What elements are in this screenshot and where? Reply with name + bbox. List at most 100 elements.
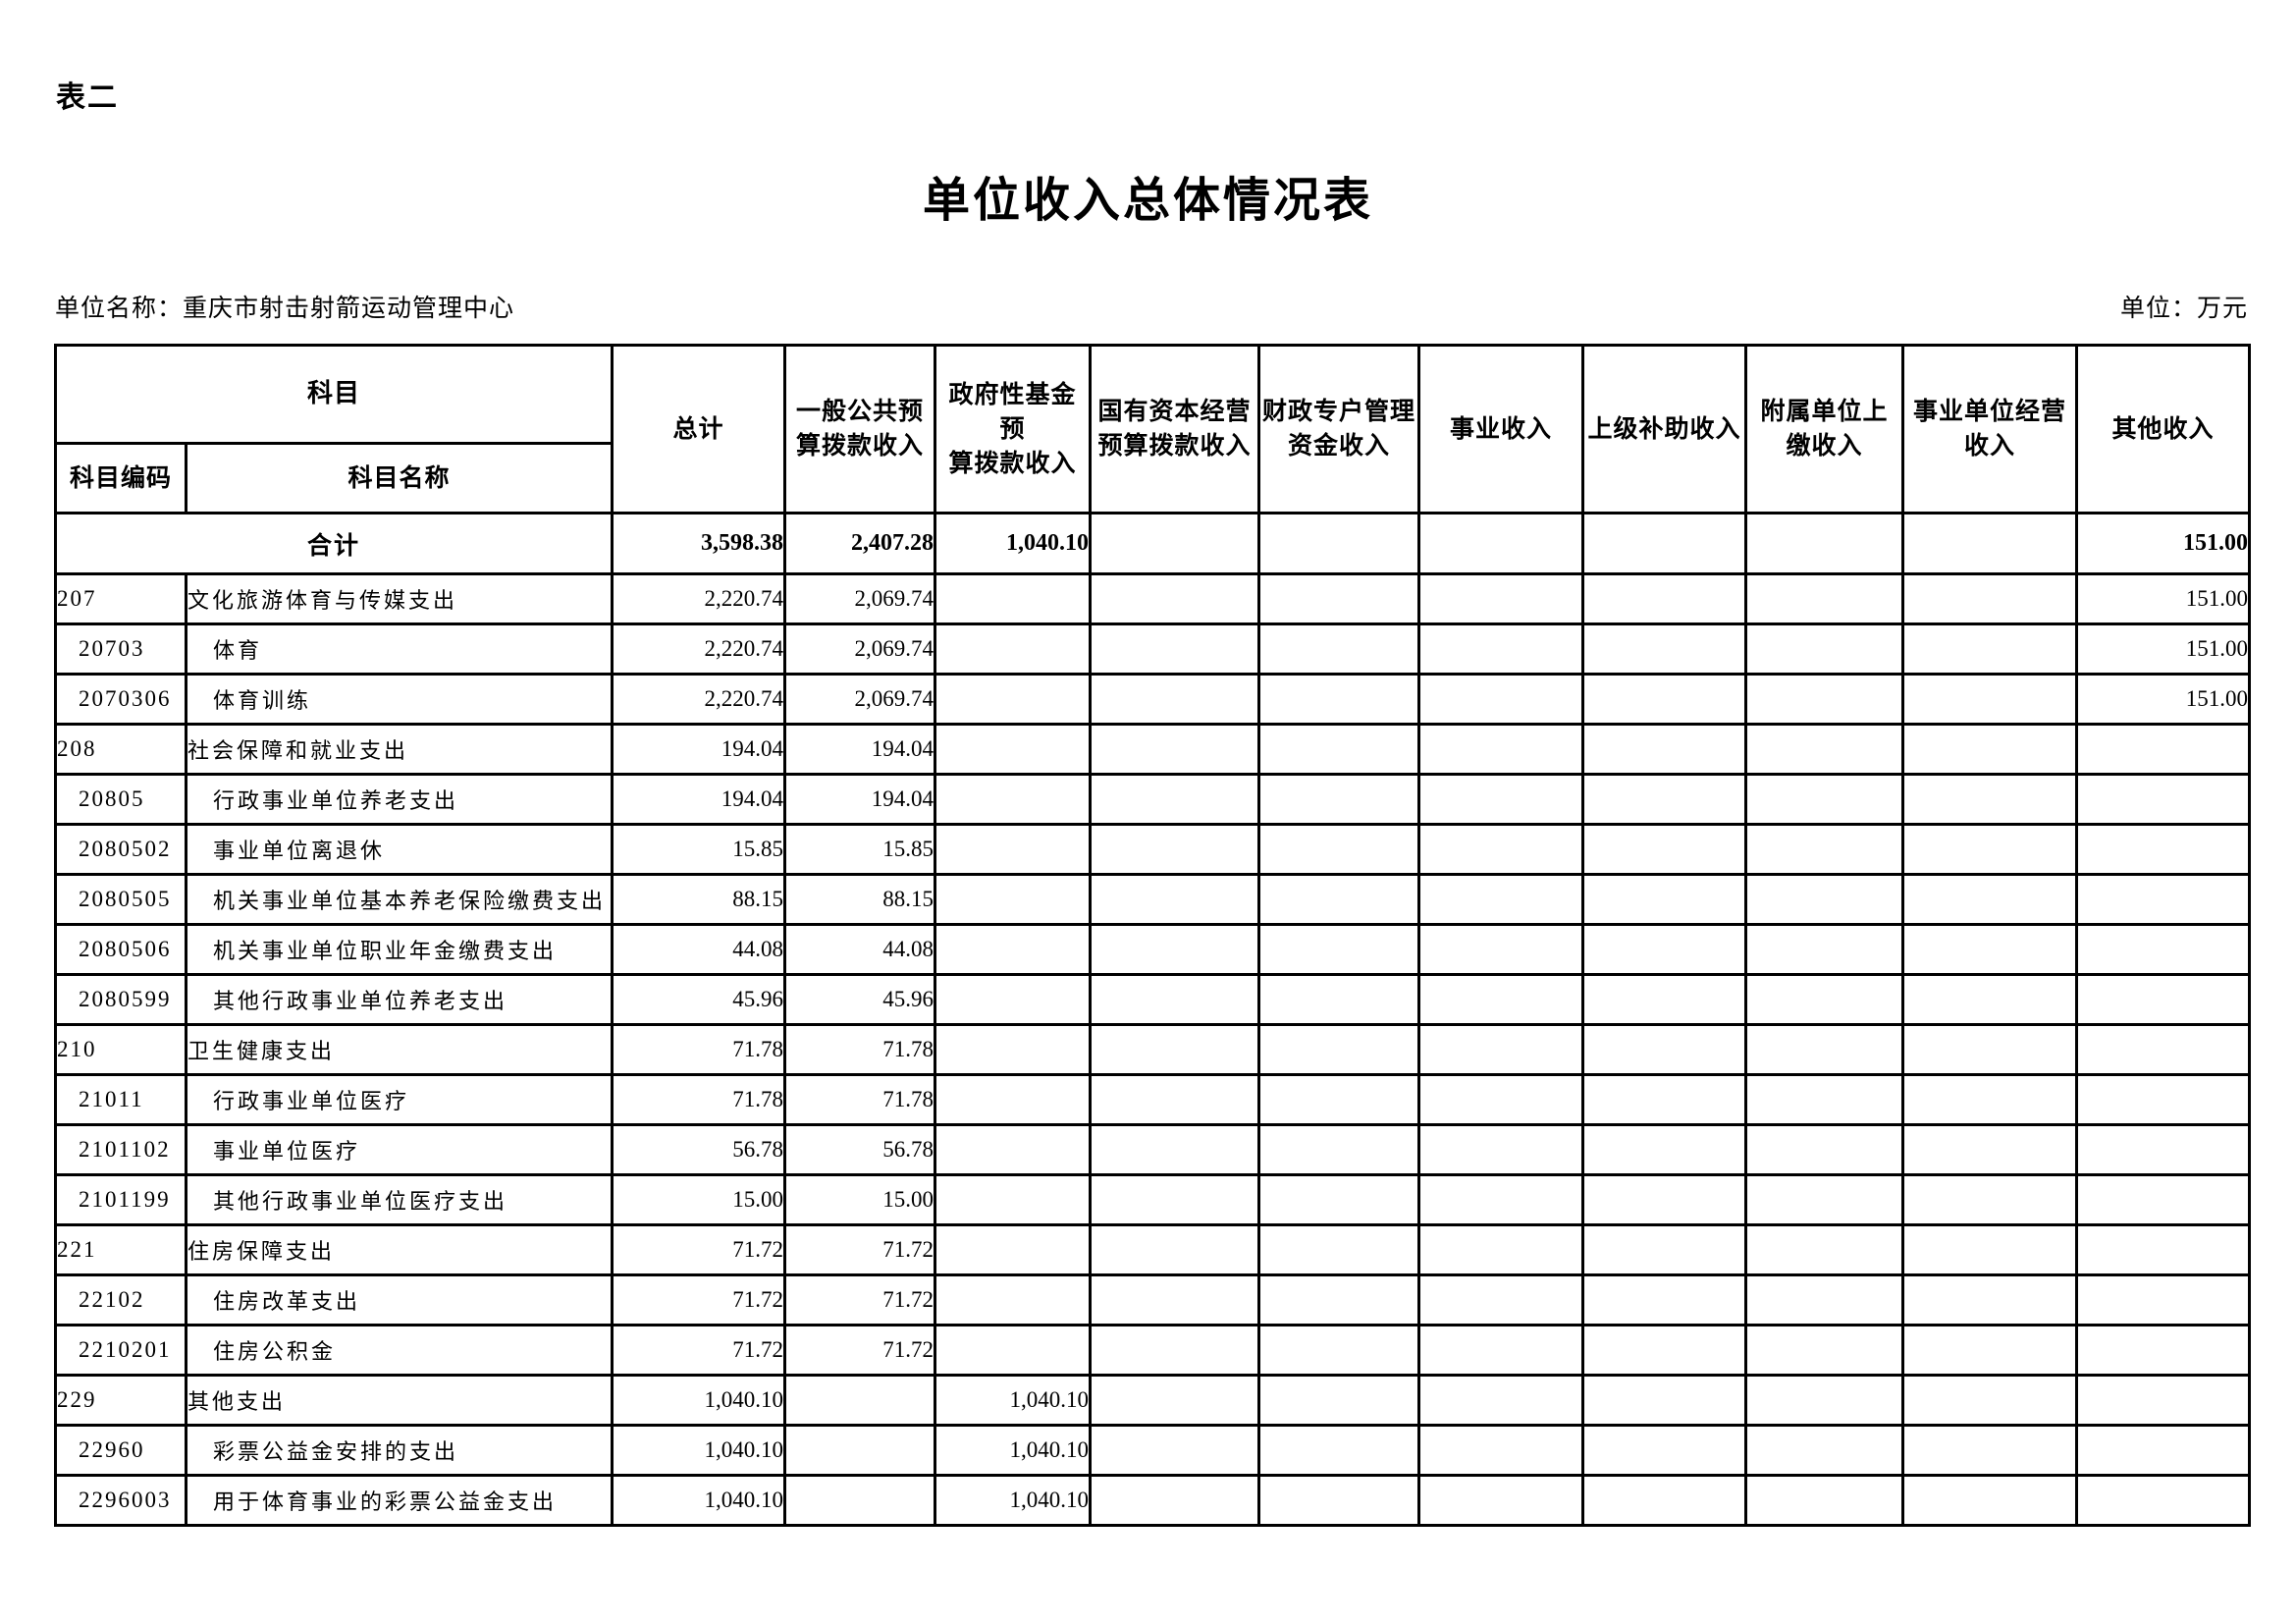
value-cell: 1,040.10	[934, 512, 1093, 575]
header-total: 总计	[611, 344, 787, 514]
value-cell: 88.15	[611, 873, 787, 926]
value-cell	[1901, 723, 2079, 776]
value-cell	[1257, 873, 1421, 926]
value-cell	[2075, 723, 2252, 776]
value-cell	[1417, 1424, 1585, 1477]
header-row-2: 科目编码 科目名称	[54, 442, 2250, 514]
value-cell	[1901, 623, 2079, 676]
value-cell	[1417, 1073, 1585, 1126]
table-row: 21011 行政事业单位医疗 71.78 71.78	[54, 1073, 2252, 1126]
value-cell	[1901, 873, 2079, 926]
value-cell: 71.72	[783, 1324, 937, 1377]
value-cell	[1089, 1123, 1261, 1176]
value-cell	[1581, 673, 1748, 726]
value-cell	[1089, 1374, 1261, 1427]
value-cell	[1257, 1123, 1421, 1176]
value-cell	[1581, 1273, 1748, 1326]
value-cell	[1744, 723, 1905, 776]
value-cell	[1901, 823, 2079, 876]
value-cell	[2075, 923, 2252, 976]
value-cell	[1744, 1023, 1905, 1076]
value-cell: 1,040.10	[934, 1374, 1093, 1427]
value-cell	[1257, 1223, 1421, 1276]
table-header: 科目 总计 一般公共预 算拨款收入 政府性基金预 算拨款收入 国有资本经营 预算…	[53, 344, 2252, 514]
value-cell	[1257, 1474, 1421, 1527]
value-cell	[934, 1023, 1093, 1076]
total-label: 合计	[53, 512, 614, 575]
header-subject-name: 科目名称	[184, 442, 614, 514]
value-cell: 194.04	[611, 723, 787, 776]
subject-code-cell: 20703	[54, 623, 187, 676]
table-row: 20703 体育 2,220.74 2,069.74 151.00	[54, 623, 2252, 676]
value-cell: 71.78	[611, 1023, 787, 1076]
value-cell: 1,040.10	[611, 1474, 787, 1527]
value-cell	[1581, 1474, 1748, 1527]
value-cell	[1744, 512, 1905, 575]
header-subject-code: 科目编码	[54, 442, 187, 514]
value-cell: 71.72	[611, 1223, 787, 1276]
value-cell: 44.08	[783, 923, 937, 976]
value-cell: 44.08	[611, 923, 787, 976]
table-row: 2296003 用于体育事业的彩票公益金支出 1,040.10 1,040.10	[54, 1474, 2252, 1527]
value-cell	[934, 823, 1093, 876]
subject-name-cell: 机关事业单位职业年金缴费支出	[184, 923, 614, 976]
value-cell	[1744, 1324, 1905, 1377]
value-cell	[1089, 623, 1261, 676]
value-cell	[1257, 623, 1421, 676]
value-cell	[1089, 1173, 1261, 1226]
value-cell: 15.85	[783, 823, 937, 876]
subject-code-cell: 22960	[54, 1424, 187, 1477]
value-cell	[1257, 1173, 1421, 1226]
value-cell	[1744, 1073, 1905, 1126]
value-cell	[934, 1273, 1093, 1326]
value-cell	[1089, 773, 1261, 826]
value-cell	[1257, 1424, 1421, 1477]
value-cell: 71.72	[783, 1223, 937, 1276]
subject-code-cell: 2070306	[54, 673, 187, 726]
table-row: 2080506 机关事业单位职业年金缴费支出 44.08 44.08	[54, 923, 2252, 976]
value-cell	[1901, 572, 2079, 625]
value-cell	[1417, 623, 1585, 676]
value-cell: 71.78	[611, 1073, 787, 1126]
value-cell	[1417, 973, 1585, 1026]
value-cell	[1257, 673, 1421, 726]
value-cell	[1744, 1123, 1905, 1176]
value-cell	[1089, 673, 1261, 726]
value-cell	[1581, 1223, 1748, 1276]
value-cell	[1744, 1374, 1905, 1427]
value-cell	[783, 1374, 937, 1427]
table-row: 22102 住房改革支出 71.72 71.72	[54, 1273, 2252, 1326]
value-cell	[1417, 1023, 1585, 1076]
value-cell	[1417, 1123, 1585, 1176]
header-general-public-budget: 一般公共预 算拨款收入	[783, 344, 937, 514]
value-cell	[2075, 1123, 2252, 1176]
header-fiscal-special-account: 财政专户管理 资金收入	[1257, 344, 1421, 514]
page-title: 单位收入总体情况表	[922, 175, 1373, 227]
value-cell: 2,220.74	[611, 673, 787, 726]
value-cell	[2075, 823, 2252, 876]
table-row: 22960 彩票公益金安排的支出 1,040.10 1,040.10	[54, 1424, 2252, 1477]
page-label: 表二	[56, 81, 119, 114]
header-subject: 科目	[53, 344, 614, 445]
value-cell	[1257, 512, 1421, 575]
value-cell	[2075, 1223, 2252, 1276]
value-cell	[1417, 1324, 1585, 1377]
subject-code-cell: 2101199	[54, 1173, 187, 1226]
value-cell	[1417, 512, 1585, 575]
value-cell: 194.04	[783, 773, 937, 826]
value-cell	[2075, 873, 2252, 926]
subject-name-cell: 社会保障和就业支出	[184, 723, 614, 776]
value-cell	[934, 1123, 1093, 1176]
table-row: 208 社会保障和就业支出 194.04 194.04	[54, 723, 2252, 776]
table-row: 2101199 其他行政事业单位医疗支出 15.00 15.00	[54, 1173, 2252, 1226]
value-cell: 71.78	[783, 1023, 937, 1076]
value-cell	[1581, 1073, 1748, 1126]
value-cell	[1744, 823, 1905, 876]
value-cell	[2075, 1324, 2252, 1377]
value-cell	[1089, 823, 1261, 876]
value-cell: 2,069.74	[783, 572, 937, 625]
header-other-income: 其他收入	[2075, 344, 2252, 514]
total-row: 合计 3,598.38 2,407.28 1,040.10 151.00	[53, 512, 2252, 575]
value-cell	[1581, 1424, 1748, 1477]
